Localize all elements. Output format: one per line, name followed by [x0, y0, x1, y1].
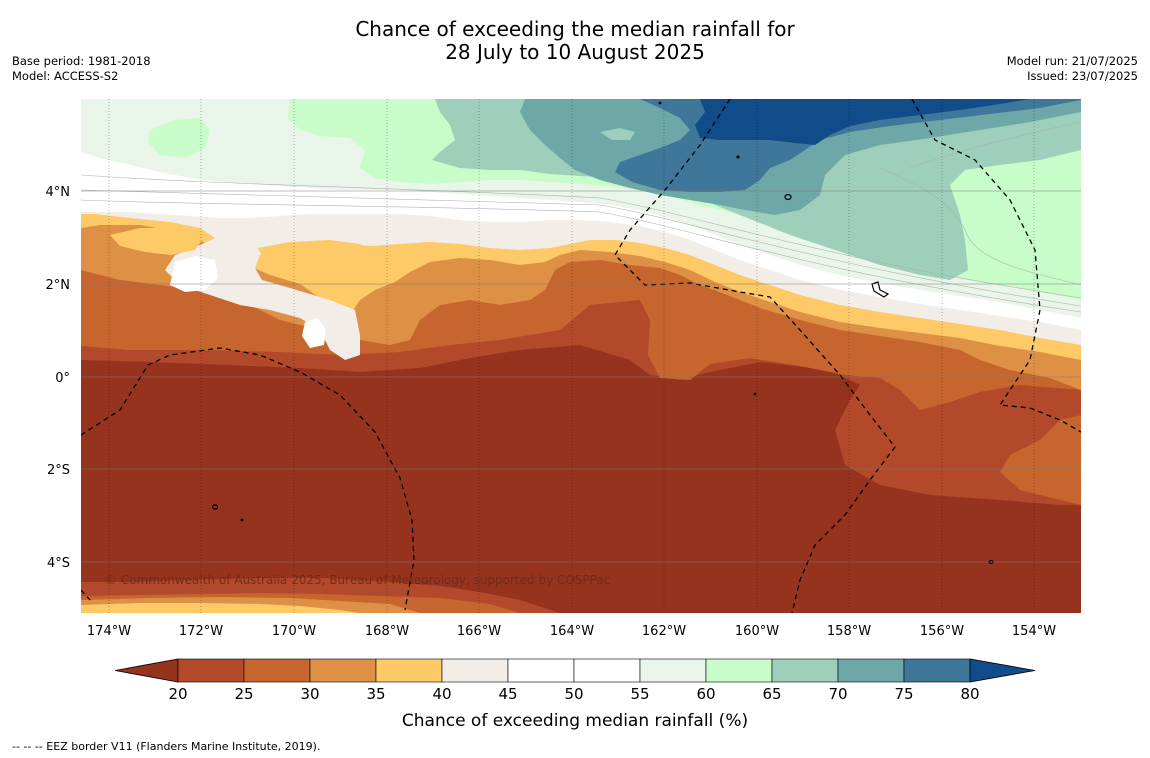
white-pocket-b [302, 318, 326, 348]
title-line-1: Chance of exceeding the median rainfall … [355, 17, 795, 41]
colorbar-segment [507, 658, 575, 683]
white-pocket-a [170, 256, 218, 292]
graticule-parallels [81, 190, 1081, 563]
colorbar-segment [771, 658, 839, 683]
cb-tick-30: 30 [300, 685, 319, 703]
lat-label-4s: 4°S [47, 556, 70, 571]
issued-date: Issued: 23/07/2025 [1027, 69, 1138, 83]
cb-tick-55: 55 [630, 685, 649, 703]
lon-label-164w: 164°W [550, 624, 594, 639]
colorbar-segment [573, 658, 641, 683]
colorbar-segment [375, 658, 443, 683]
cb-tick-80: 80 [960, 685, 979, 703]
lat-labels: 4°N 2°N 0° 2°S 4°S [46, 185, 71, 571]
cb-tick-25: 25 [234, 685, 253, 703]
lat-label-2s: 2°S [47, 463, 70, 478]
map-title: Chance of exceeding the median rainfall … [0, 18, 1150, 64]
meta-right: Model run: 21/07/2025 Issued: 23/07/2025 [1007, 54, 1138, 84]
cb-tick-75: 75 [894, 685, 913, 703]
cb-tick-70: 70 [828, 685, 847, 703]
cb-tick-20: 20 [168, 685, 187, 703]
colorbar-segment [441, 658, 509, 683]
cb-tick-60: 60 [696, 685, 715, 703]
lon-label-156w: 156°W [920, 624, 964, 639]
colorbar [114, 658, 1036, 683]
colorbar-title: Chance of exceeding median rainfall (%) [402, 711, 748, 731]
lon-label-170w: 170°W [272, 624, 316, 639]
cb-tick-40: 40 [432, 685, 451, 703]
lat-label-2n: 2°N [46, 278, 71, 293]
cb-tick-65: 65 [762, 685, 781, 703]
lon-label-158w: 158°W [827, 624, 871, 639]
colorbar-segment [177, 658, 245, 683]
band-35-40-island [258, 240, 380, 278]
cb-tick-50: 50 [564, 685, 583, 703]
lon-label-154w: 154°W [1012, 624, 1056, 639]
colorbar-segment [837, 658, 905, 683]
colorbar-tick-labels: 20 25 30 35 40 45 50 55 60 65 70 75 80 [168, 685, 979, 703]
band-65-70-nw [148, 118, 210, 158]
band-70-75-island [600, 128, 635, 140]
lon-label-160w: 160°W [735, 624, 779, 639]
lon-label-174w: 174°W [87, 624, 131, 639]
cb-tick-45: 45 [498, 685, 517, 703]
colorbar-segment [639, 658, 707, 683]
colorbar-segment [903, 658, 971, 683]
cb-tick-35: 35 [366, 685, 385, 703]
band-40-45-south [81, 603, 360, 613]
lon-labels: 174°W 172°W 170°W 168°W 166°W 164°W 162°… [87, 624, 1056, 639]
lon-label-168w: 168°W [365, 624, 409, 639]
lon-label-162w: 162°W [642, 624, 686, 639]
band-85-plus [695, 99, 1030, 145]
lon-label-166w: 166°W [457, 624, 501, 639]
colorbar-segment [705, 658, 773, 683]
base-period: Base period: 1981-2018 [12, 54, 151, 68]
eez-borders [81, 99, 1081, 613]
colorbar-segment [309, 658, 377, 683]
meta-left: Base period: 1981-2018 Model: ACCESS-S2 [12, 54, 151, 84]
colorbar-extend-high [969, 658, 1036, 683]
eez-footnote: -- -- -- EEZ border V11 (Flanders Marine… [12, 740, 321, 753]
copyright-text: © Commonwealth of Australia 2025, Bureau… [105, 573, 610, 587]
model-name: Model: ACCESS-S2 [12, 69, 119, 83]
band-40-45-blob-west [110, 228, 205, 255]
title-line-2: 28 July to 10 August 2025 [445, 40, 705, 64]
model-run: Model run: 21/07/2025 [1006, 54, 1138, 68]
lat-label-4n: 4°N [46, 185, 71, 200]
colorbar-segment [243, 658, 311, 683]
lon-label-172w: 172°W [179, 624, 223, 639]
lat-label-0: 0° [55, 371, 70, 386]
map-fill [81, 99, 1081, 613]
colorbar-extend-low [114, 658, 179, 683]
